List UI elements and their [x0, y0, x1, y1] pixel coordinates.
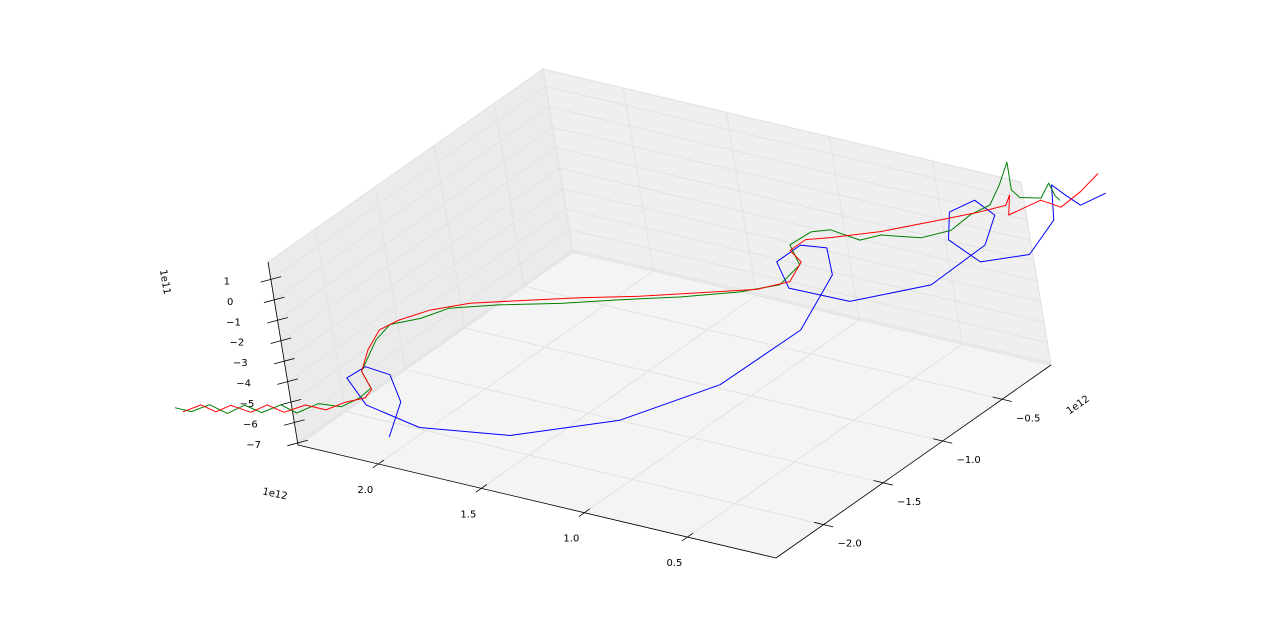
grid-line	[572, 249, 1051, 364]
z-tick-label: −3	[233, 358, 248, 369]
z-tick	[263, 296, 285, 303]
grid-line	[374, 186, 406, 370]
grid-line	[569, 229, 1048, 343]
grid-line	[283, 167, 560, 362]
grid-line	[434, 144, 466, 329]
z-axis-line	[267, 261, 299, 446]
y-tick-label: −1.5	[897, 497, 921, 508]
y-axis-line	[775, 364, 1052, 559]
z-tick	[267, 317, 288, 324]
x-offset-label: 1e12	[261, 486, 288, 502]
x-tick	[372, 459, 385, 469]
grid-line	[493, 103, 525, 287]
y-tick-label: −0.5	[1016, 413, 1040, 424]
grid-line	[524, 285, 1003, 400]
z-tick-label: −1	[226, 317, 241, 328]
x-tick-label: 2.0	[357, 485, 373, 496]
lines	[174, 161, 1106, 438]
x-tick	[681, 532, 694, 542]
grid-line	[273, 106, 550, 301]
y-tick	[933, 438, 953, 444]
z-tick-label: −4	[236, 379, 251, 390]
x-tick-label: 0.5	[666, 558, 682, 569]
back-pane	[542, 68, 1052, 366]
z-tick-label: 1	[224, 276, 230, 287]
grid-line	[280, 147, 557, 342]
grid-line	[270, 85, 547, 280]
z-tick-label: −6	[243, 420, 258, 431]
z-tick	[260, 276, 282, 283]
grid-line	[552, 126, 1031, 241]
y-tick-label: −2.0	[837, 539, 861, 550]
z-tick-label: −7	[246, 440, 261, 451]
grid-line	[481, 294, 757, 489]
grid-line	[315, 228, 347, 412]
y-offset-label: 1e12	[1065, 394, 1092, 417]
z-tick	[277, 378, 298, 385]
z-tick	[287, 439, 309, 447]
panes	[267, 68, 1053, 559]
y-tick	[992, 396, 1012, 402]
grid-line	[378, 270, 654, 465]
z-tick	[270, 337, 292, 344]
grid-line	[290, 208, 567, 403]
grid-line	[549, 106, 1028, 221]
x-tick-label: 1.0	[563, 534, 579, 545]
x-axis-line	[297, 444, 777, 559]
grid-line	[405, 369, 884, 484]
z-tick-label: 0	[227, 297, 233, 308]
grid-line	[294, 229, 570, 423]
grid-line	[622, 87, 654, 272]
z-tick	[280, 398, 302, 406]
y-tick-label: −1.0	[957, 455, 981, 466]
trajectory-line	[182, 173, 1099, 413]
grid-line	[565, 208, 1045, 323]
grid-line	[297, 249, 573, 444]
trajectory-line	[346, 184, 1106, 438]
grid	[270, 85, 1051, 538]
grid-line	[277, 126, 553, 321]
x-tick	[475, 484, 488, 493]
x-tick-label: 1.5	[460, 509, 476, 520]
grid-line	[584, 319, 860, 514]
z-tick	[273, 358, 295, 365]
z-offset-label: 1e11	[157, 269, 172, 296]
grid-line	[931, 160, 963, 345]
grid-line	[687, 343, 963, 538]
z-tick-label: −2	[230, 338, 245, 349]
grid-line	[287, 188, 563, 383]
z-tick-label: −5	[240, 399, 255, 410]
grid-line	[559, 167, 1038, 282]
grid-line	[555, 147, 1035, 262]
grid-line	[725, 112, 757, 296]
grid-line	[464, 327, 943, 442]
z-tick	[283, 419, 305, 426]
y-tick	[813, 521, 834, 528]
axes: 0.5 1.0 1.5 2.0 −2.0 −1.5 −1.0 −0.5 −7 −6 −5 −4 −3 −2…	[224, 261, 1052, 569]
y-tick	[873, 480, 893, 486]
x-tick	[578, 508, 591, 517]
grid-line	[828, 136, 860, 320]
grid-line	[345, 411, 824, 526]
grid-line	[545, 85, 1024, 200]
